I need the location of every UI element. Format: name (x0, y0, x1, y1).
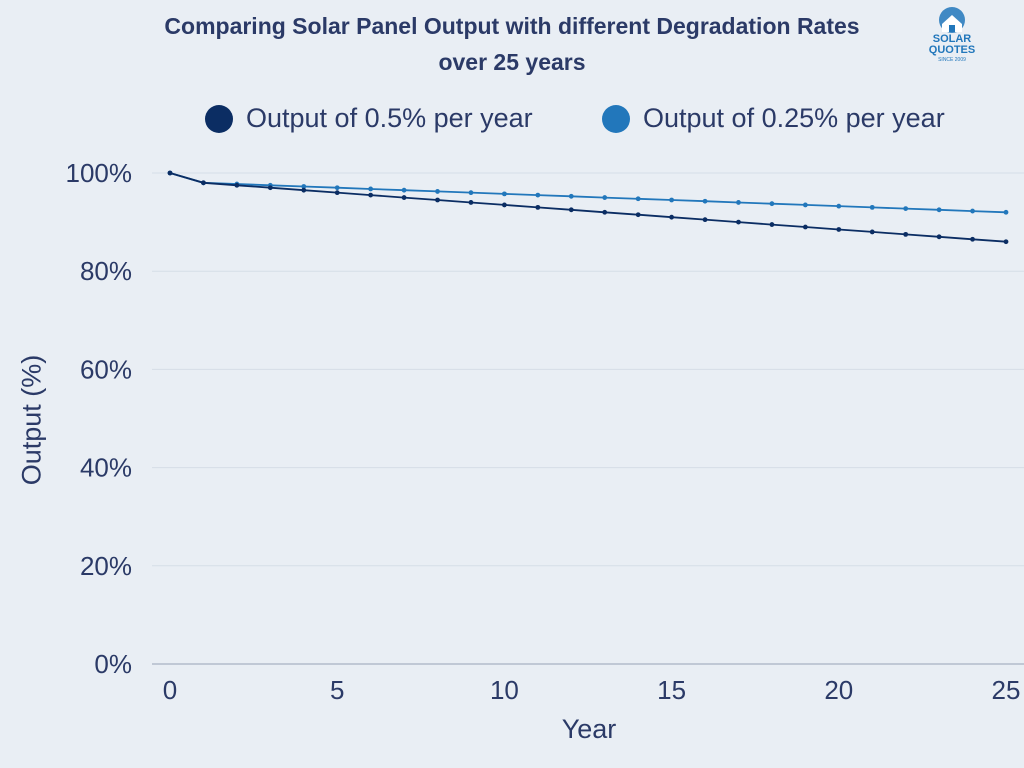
x-tick-label-15: 15 (657, 675, 686, 705)
series-2-point-7[interactable] (401, 187, 407, 193)
y-axis-label: Output (%) (16, 354, 47, 486)
series-1-point-18[interactable] (769, 222, 775, 227)
series-2-point-21[interactable] (869, 204, 875, 210)
series-1-point-1[interactable] (201, 180, 206, 186)
chart-title-line-1: Comparing Solar Panel Output with differ… (164, 13, 860, 39)
logo-text-solar: SOLAR (933, 33, 972, 45)
series-2-point-13[interactable] (602, 195, 608, 200)
series-2-point-25[interactable] (1003, 209, 1009, 215)
series-2-point-20[interactable] (836, 203, 842, 209)
logo-text-since: SINCE 2009 (938, 57, 966, 63)
series-2-point-11[interactable] (535, 192, 541, 198)
y-tick-label-20: 20% (80, 551, 132, 581)
x-tick-label-20: 20 (824, 675, 853, 705)
series-1-point-10[interactable] (502, 202, 507, 208)
y-tick-label-60: 60% (80, 354, 132, 384)
series-2-point-17[interactable] (736, 200, 741, 205)
series-2-point-5[interactable] (334, 185, 340, 191)
series-1-point-6[interactable] (368, 192, 374, 198)
series-2-point-18[interactable] (769, 201, 775, 207)
y-tick-label-80: 80% (80, 256, 132, 286)
series-1-point-11[interactable] (535, 204, 541, 210)
series-1-point-13[interactable] (602, 209, 608, 215)
series-1-point-20[interactable] (836, 227, 842, 232)
series-1-point-14[interactable] (635, 212, 641, 218)
x-axis-label: Year (561, 714, 617, 744)
series-2-point-19[interactable] (802, 202, 808, 208)
y-tick-label-0: 0% (94, 649, 132, 679)
series-line-1 (169, 172, 1007, 243)
series-1-point-23[interactable] (936, 234, 942, 240)
x-tick-label-5: 5 (330, 675, 344, 705)
chart-title: Comparing Solar Panel Output with differ… (100, 8, 924, 80)
legend-item-series-1[interactable]: Output of 0.5% per year (205, 103, 533, 134)
series-1-point-5[interactable] (334, 190, 340, 196)
series-2-point-12[interactable] (568, 193, 574, 199)
x-tick-label-0: 0 (163, 675, 177, 705)
legend-label-series-2: Output of 0.25% per year (643, 103, 945, 133)
series-2-point-14[interactable] (635, 196, 641, 202)
chart-title-line-2: over 25 years (438, 49, 586, 75)
series-1-point-19[interactable] (802, 224, 808, 230)
series-1-point-22[interactable] (903, 231, 909, 237)
solarquotes-logo: SOLAR QUOTES SINCE 2009 (929, 7, 975, 63)
legend-marker-series-2 (602, 104, 630, 133)
series-2-point-16[interactable] (702, 198, 708, 204)
series-2-point-10[interactable] (502, 191, 507, 197)
series-1-point-15[interactable] (669, 214, 674, 220)
logo-text-quotes: QUOTES (929, 44, 975, 56)
series-2-point-8[interactable] (435, 189, 440, 194)
x-tick-label-25: 25 (992, 675, 1021, 705)
series-1-point-12[interactable] (568, 207, 574, 213)
series-2-point-15[interactable] (669, 197, 674, 203)
series-1-point-16[interactable] (702, 217, 708, 223)
series-2-point-23[interactable] (936, 207, 942, 213)
series-2-point-9[interactable] (468, 190, 474, 196)
series-line-2 (169, 172, 1007, 214)
legend-item-series-2[interactable]: Output of 0.25% per year (602, 103, 945, 134)
series-2-point-22[interactable] (903, 206, 909, 211)
legend: Output of 0.5% per year Output of 0.25% … (0, 103, 1024, 139)
series-1-point-25[interactable] (1003, 239, 1009, 245)
series-1-point-3[interactable] (267, 185, 273, 191)
y-tick-label-40: 40% (80, 453, 132, 483)
series-1-point-8[interactable] (435, 197, 440, 203)
series-1-point-9[interactable] (468, 200, 474, 205)
series-1-point-7[interactable] (401, 195, 407, 200)
series-1-point-0[interactable] (167, 170, 173, 176)
series-2-point-4[interactable] (301, 184, 307, 189)
series-2-point-24[interactable] (970, 208, 975, 214)
series-1-point-24[interactable] (970, 236, 975, 242)
series-1-point-2[interactable] (234, 182, 240, 188)
x-tick-label-10: 10 (490, 675, 519, 705)
legend-marker-series-1 (205, 104, 233, 133)
series-1-point-4[interactable] (301, 187, 307, 193)
series-1-point-17[interactable] (736, 219, 741, 225)
series-1-point-21[interactable] (869, 229, 875, 235)
series-2-point-6[interactable] (368, 186, 374, 192)
y-tick-label-100: 100% (66, 158, 133, 188)
legend-label-series-1: Output of 0.5% per year (246, 103, 533, 133)
